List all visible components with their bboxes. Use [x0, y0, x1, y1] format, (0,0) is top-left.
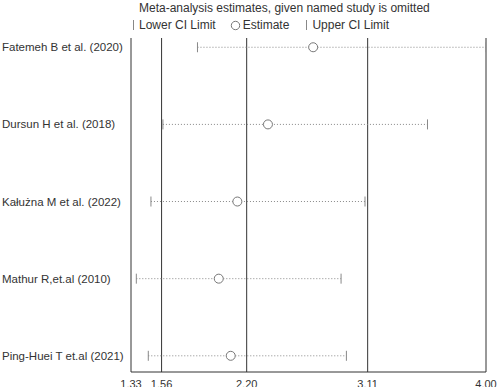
html-text:Upper CI Limit: Upper CI Limit [312, 18, 390, 32]
html-text:Estimate: Estimate [242, 18, 290, 32]
svg-text:Mathur R,et.al (2010): Mathur R,et.al (2010) [8, 273, 111, 285]
html-text:Meta-analysis estimates, given: Meta-analysis estimates, given named stu… [139, 1, 430, 15]
svg-text:3.11: 3.11 [357, 378, 378, 387]
svg-text:Ping-Huei T et.al (2021): Ping-Huei T et.al (2021) [8, 350, 124, 362]
svg-text:Kałużna M et al. (2022): Kałużna M et al. (2022) [8, 196, 121, 208]
svg-text:Fatemeh B et al. (2020): Fatemeh B et al. (2020) [8, 41, 123, 53]
svg-text:Dursun H et al. (2018): Dursun H et al. (2018) [8, 118, 115, 130]
svg-text:4.00: 4.00 [475, 378, 492, 387]
svg-text:1.56: 1.56 [151, 378, 172, 387]
svg-text:2.20: 2.20 [236, 378, 257, 387]
svg-text:1.33: 1.33 [120, 378, 141, 387]
html-text:Lower CI Limit: Lower CI Limit [139, 18, 216, 32]
